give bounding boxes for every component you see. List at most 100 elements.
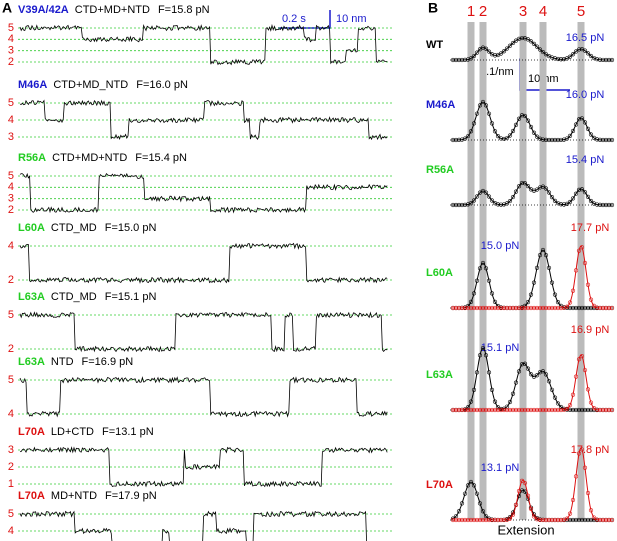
histogram-point [456, 509, 462, 514]
peak-number: 3 [519, 3, 527, 20]
histogram-point [456, 137, 462, 142]
histogram-point [495, 202, 501, 207]
histogram-point [501, 49, 507, 54]
histogram-point [555, 300, 561, 305]
histogram-point [603, 202, 609, 208]
level-label: 5 [8, 97, 14, 109]
histogram-point [564, 406, 570, 412]
histogram-point [570, 407, 576, 413]
histogram-point [600, 407, 606, 413]
histogram-point [582, 305, 588, 311]
histogram-point [504, 407, 510, 413]
histogram-point [525, 493, 531, 498]
force-label: 15.1 pN [481, 342, 520, 354]
histogram-point [492, 129, 498, 134]
histogram-point [501, 407, 507, 413]
mutant-name: R56A [18, 152, 46, 164]
mutant-name: M46A [18, 79, 47, 91]
histogram-point [477, 103, 483, 108]
histogram-point [492, 399, 498, 404]
histogram-point [582, 407, 588, 413]
histogram-point [555, 56, 561, 62]
histogram-point [474, 305, 480, 311]
histogram-point [486, 370, 492, 375]
histogram-point [546, 137, 552, 143]
histogram-point [456, 407, 462, 413]
histogram-point [495, 134, 501, 139]
level-label: 4 [8, 33, 14, 45]
histogram-point [570, 392, 576, 397]
histogram-point [549, 55, 555, 60]
histogram-point [588, 132, 594, 137]
scale-density: 0.1/nm [480, 66, 514, 78]
histogram-point [510, 391, 516, 396]
histogram-point [585, 387, 591, 392]
histogram-point [477, 517, 483, 523]
histogram-point [573, 517, 579, 523]
histogram-point [519, 305, 525, 311]
histogram-point [504, 201, 510, 206]
histogram-point [531, 130, 537, 135]
peak-number: 4 [539, 3, 547, 20]
mutant-name: V39A/42A [18, 4, 69, 16]
histogram-point [567, 199, 573, 205]
histogram-point [570, 52, 576, 57]
histogram-point [534, 134, 540, 139]
histogram-point [597, 305, 603, 311]
condition: MD+NTD [51, 490, 97, 502]
histogram-point [459, 57, 465, 63]
histogram-point [489, 121, 495, 126]
histogram-point [468, 407, 474, 413]
histogram-point [603, 407, 609, 413]
histogram-point [495, 305, 501, 311]
histogram-point [519, 35, 525, 41]
histogram-point [495, 405, 501, 410]
histogram-point [525, 37, 531, 42]
histogram-point [582, 465, 588, 470]
histogram-point [459, 202, 465, 208]
histogram-point [471, 198, 477, 203]
histogram-point [480, 260, 486, 266]
histogram-point [600, 57, 606, 63]
histogram-point [537, 407, 543, 413]
histogram-point [552, 305, 558, 311]
histogram-point [609, 137, 615, 143]
row-name: L63A [426, 369, 453, 381]
histogram-point [594, 517, 600, 522]
histogram-point [474, 278, 480, 283]
histogram-point [462, 202, 468, 207]
histogram-point [600, 137, 606, 143]
row-name: R56A [426, 164, 454, 176]
histogram-point [525, 118, 531, 123]
histogram-point [498, 305, 504, 311]
histogram-point [582, 190, 588, 195]
histogram-point [522, 113, 528, 119]
histogram-point [588, 297, 594, 302]
force: F=15.8 pN [158, 4, 210, 16]
histogram-point [534, 187, 540, 192]
histogram-point [585, 305, 591, 311]
histogram-point [477, 305, 483, 311]
force-label: 16.0 pN [566, 89, 605, 101]
histogram-fit [452, 182, 612, 206]
histogram-point [501, 136, 507, 142]
histogram-point [597, 407, 603, 413]
row-name: L60A [426, 267, 453, 279]
histogram-point [474, 370, 480, 375]
peak-band [467, 22, 475, 520]
histogram-point [567, 403, 573, 408]
histogram-point [597, 57, 603, 62]
histogram-point [546, 305, 552, 311]
condition: CTD+MD+NTD [52, 152, 127, 164]
histogram-point [579, 353, 585, 359]
histogram-point [588, 407, 594, 413]
histogram-point [609, 407, 615, 413]
histogram-point [510, 512, 516, 517]
histogram-point [600, 305, 606, 311]
histogram-point [474, 50, 480, 55]
histogram-point [561, 202, 567, 207]
histogram-point [576, 305, 582, 311]
histogram-point [606, 305, 612, 311]
histogram-fit [452, 245, 612, 309]
